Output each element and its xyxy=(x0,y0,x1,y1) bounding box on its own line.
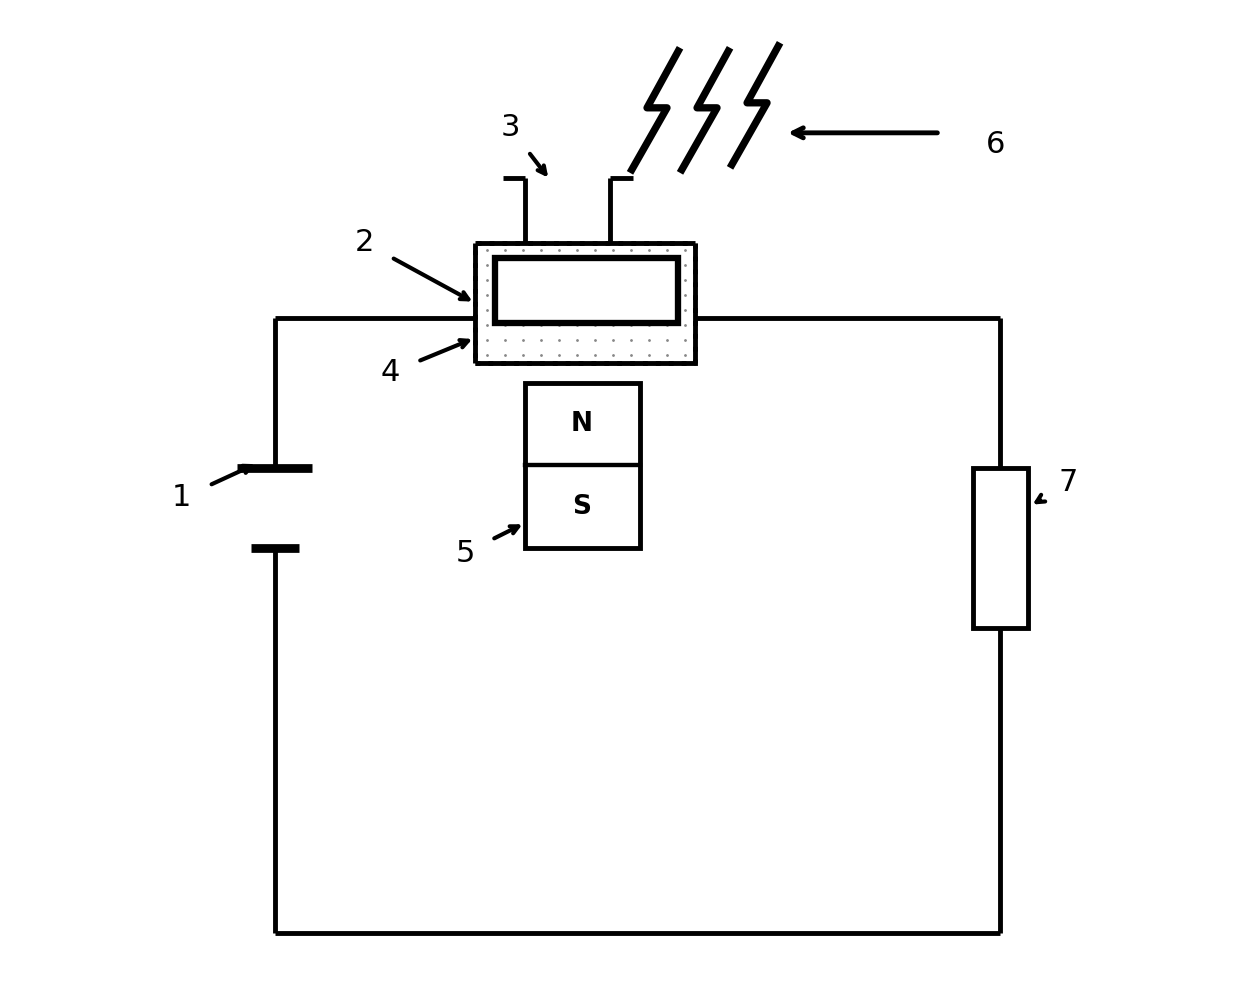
Text: 6: 6 xyxy=(986,131,1004,159)
Text: 1: 1 xyxy=(172,484,191,512)
Text: 5: 5 xyxy=(455,538,475,567)
Bar xyxy=(495,258,678,323)
Text: S: S xyxy=(573,494,591,520)
Text: 3: 3 xyxy=(500,114,520,142)
Text: N: N xyxy=(570,411,593,438)
Bar xyxy=(475,242,696,363)
Text: 7: 7 xyxy=(1059,469,1078,498)
Text: 2: 2 xyxy=(355,228,374,258)
Text: 4: 4 xyxy=(381,358,399,387)
Bar xyxy=(972,468,1028,628)
Bar xyxy=(525,383,640,548)
